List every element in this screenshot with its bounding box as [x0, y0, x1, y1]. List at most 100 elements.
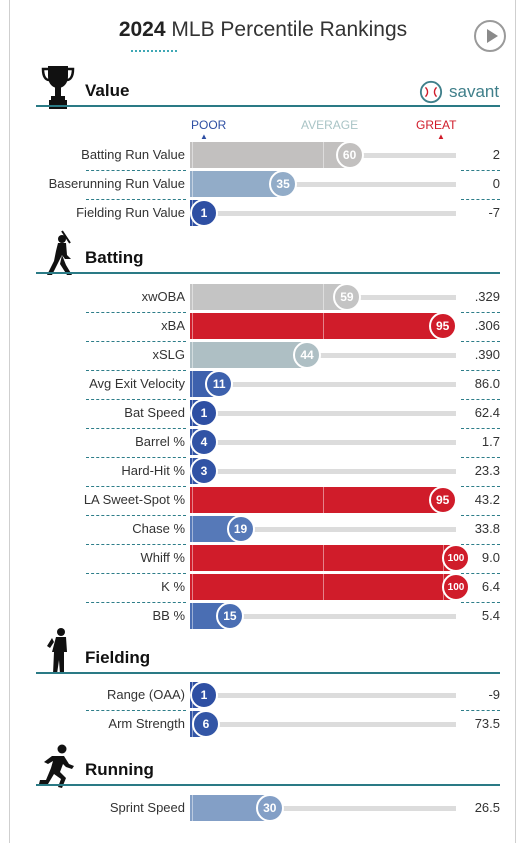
section-title-running: Running	[85, 760, 154, 779]
row-separator-right-baserunning-run-value	[461, 198, 500, 200]
metric-label-arm-strength: Arm Strength	[108, 716, 185, 731]
row-separator-right-barrel	[461, 456, 500, 458]
track-chase	[190, 527, 456, 532]
track-baserunning-run-value	[190, 182, 456, 187]
stat-value-range-oaa: -9	[488, 687, 500, 702]
bar-tick-baserunning-run-value-0	[192, 171, 193, 197]
track-barrel	[190, 440, 456, 445]
row-separator-left-barrel	[86, 456, 186, 458]
stat-value-avg-exit-velocity: 86.0	[474, 376, 500, 391]
row-separator-right-hard-hit	[461, 485, 500, 487]
stat-value-bb: 5.4	[481, 608, 500, 623]
row-separator-right-la-sweet-spot	[461, 514, 500, 516]
page-title: 2024 MLB Percentile Rankings	[0, 18, 526, 42]
title-year: 2024	[118, 18, 166, 41]
metric-label-xwoba: xwOBA	[141, 289, 185, 304]
bar-tick-la-sweet-spot-1	[323, 487, 324, 513]
stat-value-arm-strength: 73.5	[474, 716, 500, 731]
row-separator-right-avg-exit-velocity	[461, 398, 500, 400]
section-divider-value	[36, 105, 500, 107]
percentile-badge-bb: 15	[215, 602, 244, 630]
bar-tick-avg-exit-velocity-0	[192, 371, 193, 397]
bar-tick-batting-run-value-0	[192, 142, 193, 168]
bar-tick-whiff-1	[323, 545, 324, 571]
row-separator-right-k	[461, 601, 500, 603]
row-separator-left-batting-run-value	[86, 169, 186, 171]
percentile-badge-xba: 95	[428, 312, 457, 340]
stat-value-xslg: .390	[474, 347, 500, 362]
row-separator-left-xba	[86, 340, 186, 342]
bar-tick-chase-0	[192, 516, 193, 542]
bar-tick-xwoba-0	[192, 284, 193, 310]
bar-tick-xwoba-1	[323, 284, 324, 310]
stat-value-bat-speed: 62.4	[474, 405, 500, 420]
row-separator-left-avg-exit-velocity	[86, 398, 186, 400]
row-separator-right-whiff	[461, 572, 500, 574]
metric-label-barrel: Barrel %	[135, 434, 185, 449]
metric-label-xba: xBA	[161, 318, 185, 333]
percentile-badge-baserunning-run-value: 35	[269, 170, 298, 198]
play-icon	[487, 29, 498, 43]
section-title-value: Value	[85, 81, 130, 100]
metric-label-hard-hit: Hard-Hit %	[121, 463, 185, 478]
metric-label-xslg: xSLG	[152, 347, 185, 362]
percentile-badge-chase: 19	[226, 515, 255, 543]
row-separator-left-whiff	[86, 572, 186, 574]
bar-tick-la-sweet-spot-0	[192, 487, 193, 513]
bar-tick-bb-0	[192, 603, 193, 629]
bar-tick-k-1	[323, 574, 324, 600]
section-divider-batting	[36, 272, 500, 274]
row-separator-left-chase	[86, 543, 186, 545]
percentile-badge-bat-speed: 1	[190, 399, 218, 427]
bar-tick-xba-0	[192, 313, 193, 339]
stat-value-sprint-speed: 26.5	[474, 800, 500, 815]
percentile-badge-hard-hit: 3	[190, 457, 218, 485]
percentile-badge-batting-run-value: 60	[335, 141, 364, 169]
stat-value-whiff: 9.0	[481, 550, 500, 565]
runner-icon	[36, 742, 76, 797]
row-separator-right-xba	[461, 340, 500, 342]
percentile-badge-xslg: 44	[293, 341, 322, 369]
bar-tick-sprint-speed-0	[192, 795, 193, 821]
row-separator-right-range-oaa	[461, 709, 500, 711]
section-divider-running	[36, 784, 500, 786]
stat-value-chase: 33.8	[474, 521, 500, 536]
row-separator-left-xslg	[86, 369, 186, 371]
play-button[interactable]	[474, 20, 506, 52]
stat-value-k: 6.4	[481, 579, 500, 594]
bar-tick-k-0	[192, 574, 193, 600]
bar-batting-run-value	[190, 142, 350, 168]
bar-xwoba	[190, 284, 347, 310]
section-title-batting: Batting	[85, 248, 144, 267]
percentile-badge-barrel: 4	[190, 428, 218, 456]
row-separator-left-la-sweet-spot	[86, 514, 186, 516]
bar-tick-xslg-0	[192, 342, 193, 368]
stat-value-batting-run-value: 2	[492, 147, 500, 162]
row-separator-left-hard-hit	[86, 485, 186, 487]
savant-brand[interactable]: savant	[449, 82, 500, 101]
metric-label-k: K %	[161, 579, 185, 594]
row-separator-right-bat-speed	[461, 427, 500, 429]
metric-label-la-sweet-spot: LA Sweet-Spot %	[83, 492, 185, 507]
row-separator-right-batting-run-value	[461, 169, 500, 171]
stat-value-la-sweet-spot: 43.2	[474, 492, 500, 507]
percentile-badge-avg-exit-velocity: 11	[205, 370, 234, 398]
left-frame-border	[9, 0, 10, 843]
track-arm-strength	[190, 722, 456, 727]
bar-la-sweet-spot	[190, 487, 443, 513]
metric-label-bb: BB %	[152, 608, 185, 623]
track-xslg	[190, 353, 456, 358]
title-underline	[131, 50, 177, 52]
row-separator-right-chase	[461, 543, 500, 545]
row-separator-left-k	[86, 601, 186, 603]
metric-label-fielding-run-value: Fielding Run Value	[76, 205, 185, 220]
track-avg-exit-velocity	[190, 382, 456, 387]
percentile-badge-la-sweet-spot: 95	[428, 486, 457, 514]
stat-value-hard-hit: 23.3	[474, 463, 500, 478]
percentile-badge-range-oaa: 1	[190, 681, 218, 709]
legend-great: GREAT	[416, 118, 457, 132]
metric-label-batting-run-value: Batting Run Value	[81, 147, 185, 162]
legend-poor: POOR	[191, 118, 227, 132]
row-separator-left-xwoba	[86, 311, 186, 313]
metric-label-avg-exit-velocity: Avg Exit Velocity	[89, 376, 185, 391]
